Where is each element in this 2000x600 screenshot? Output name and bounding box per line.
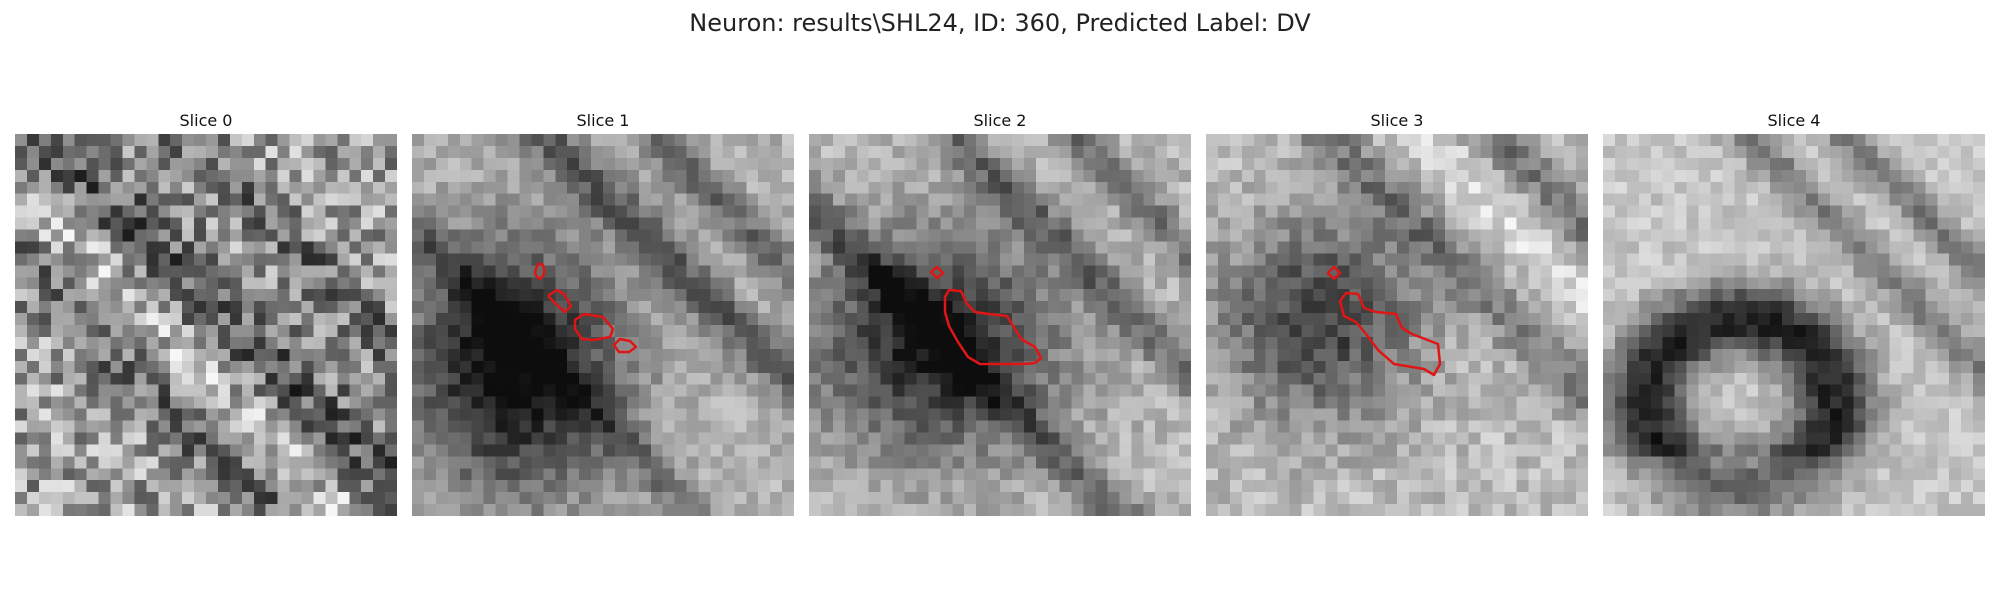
slice-panel-1: Slice 1 [412, 108, 794, 516]
segmentation-contour-1 [534, 262, 638, 354]
slice-panel-2: Slice 2 [809, 108, 1191, 516]
slice-title-0: Slice 0 [179, 111, 233, 130]
slice-panel-4: Slice 4 [1603, 108, 1985, 516]
segmentation-contour-2 [929, 265, 1043, 366]
slice-panel-3: Slice 3 [1206, 108, 1588, 516]
slice-image-3 [1206, 134, 1588, 516]
slice-image-4 [1603, 134, 1985, 516]
slice-image-1 [412, 134, 794, 516]
slice-panel-0: Slice 0 [15, 108, 397, 516]
slice-image-0 [15, 134, 397, 516]
slice-title-1: Slice 1 [576, 111, 630, 130]
slice-title-2: Slice 2 [973, 111, 1027, 130]
slice-title-3: Slice 3 [1370, 111, 1424, 130]
figure-title: Neuron: results\SHL24, ID: 360, Predicte… [689, 9, 1311, 37]
slice-title-4: Slice 4 [1767, 111, 1821, 130]
slice-image-2 [809, 134, 1191, 516]
segmentation-contour-3 [1326, 265, 1442, 377]
